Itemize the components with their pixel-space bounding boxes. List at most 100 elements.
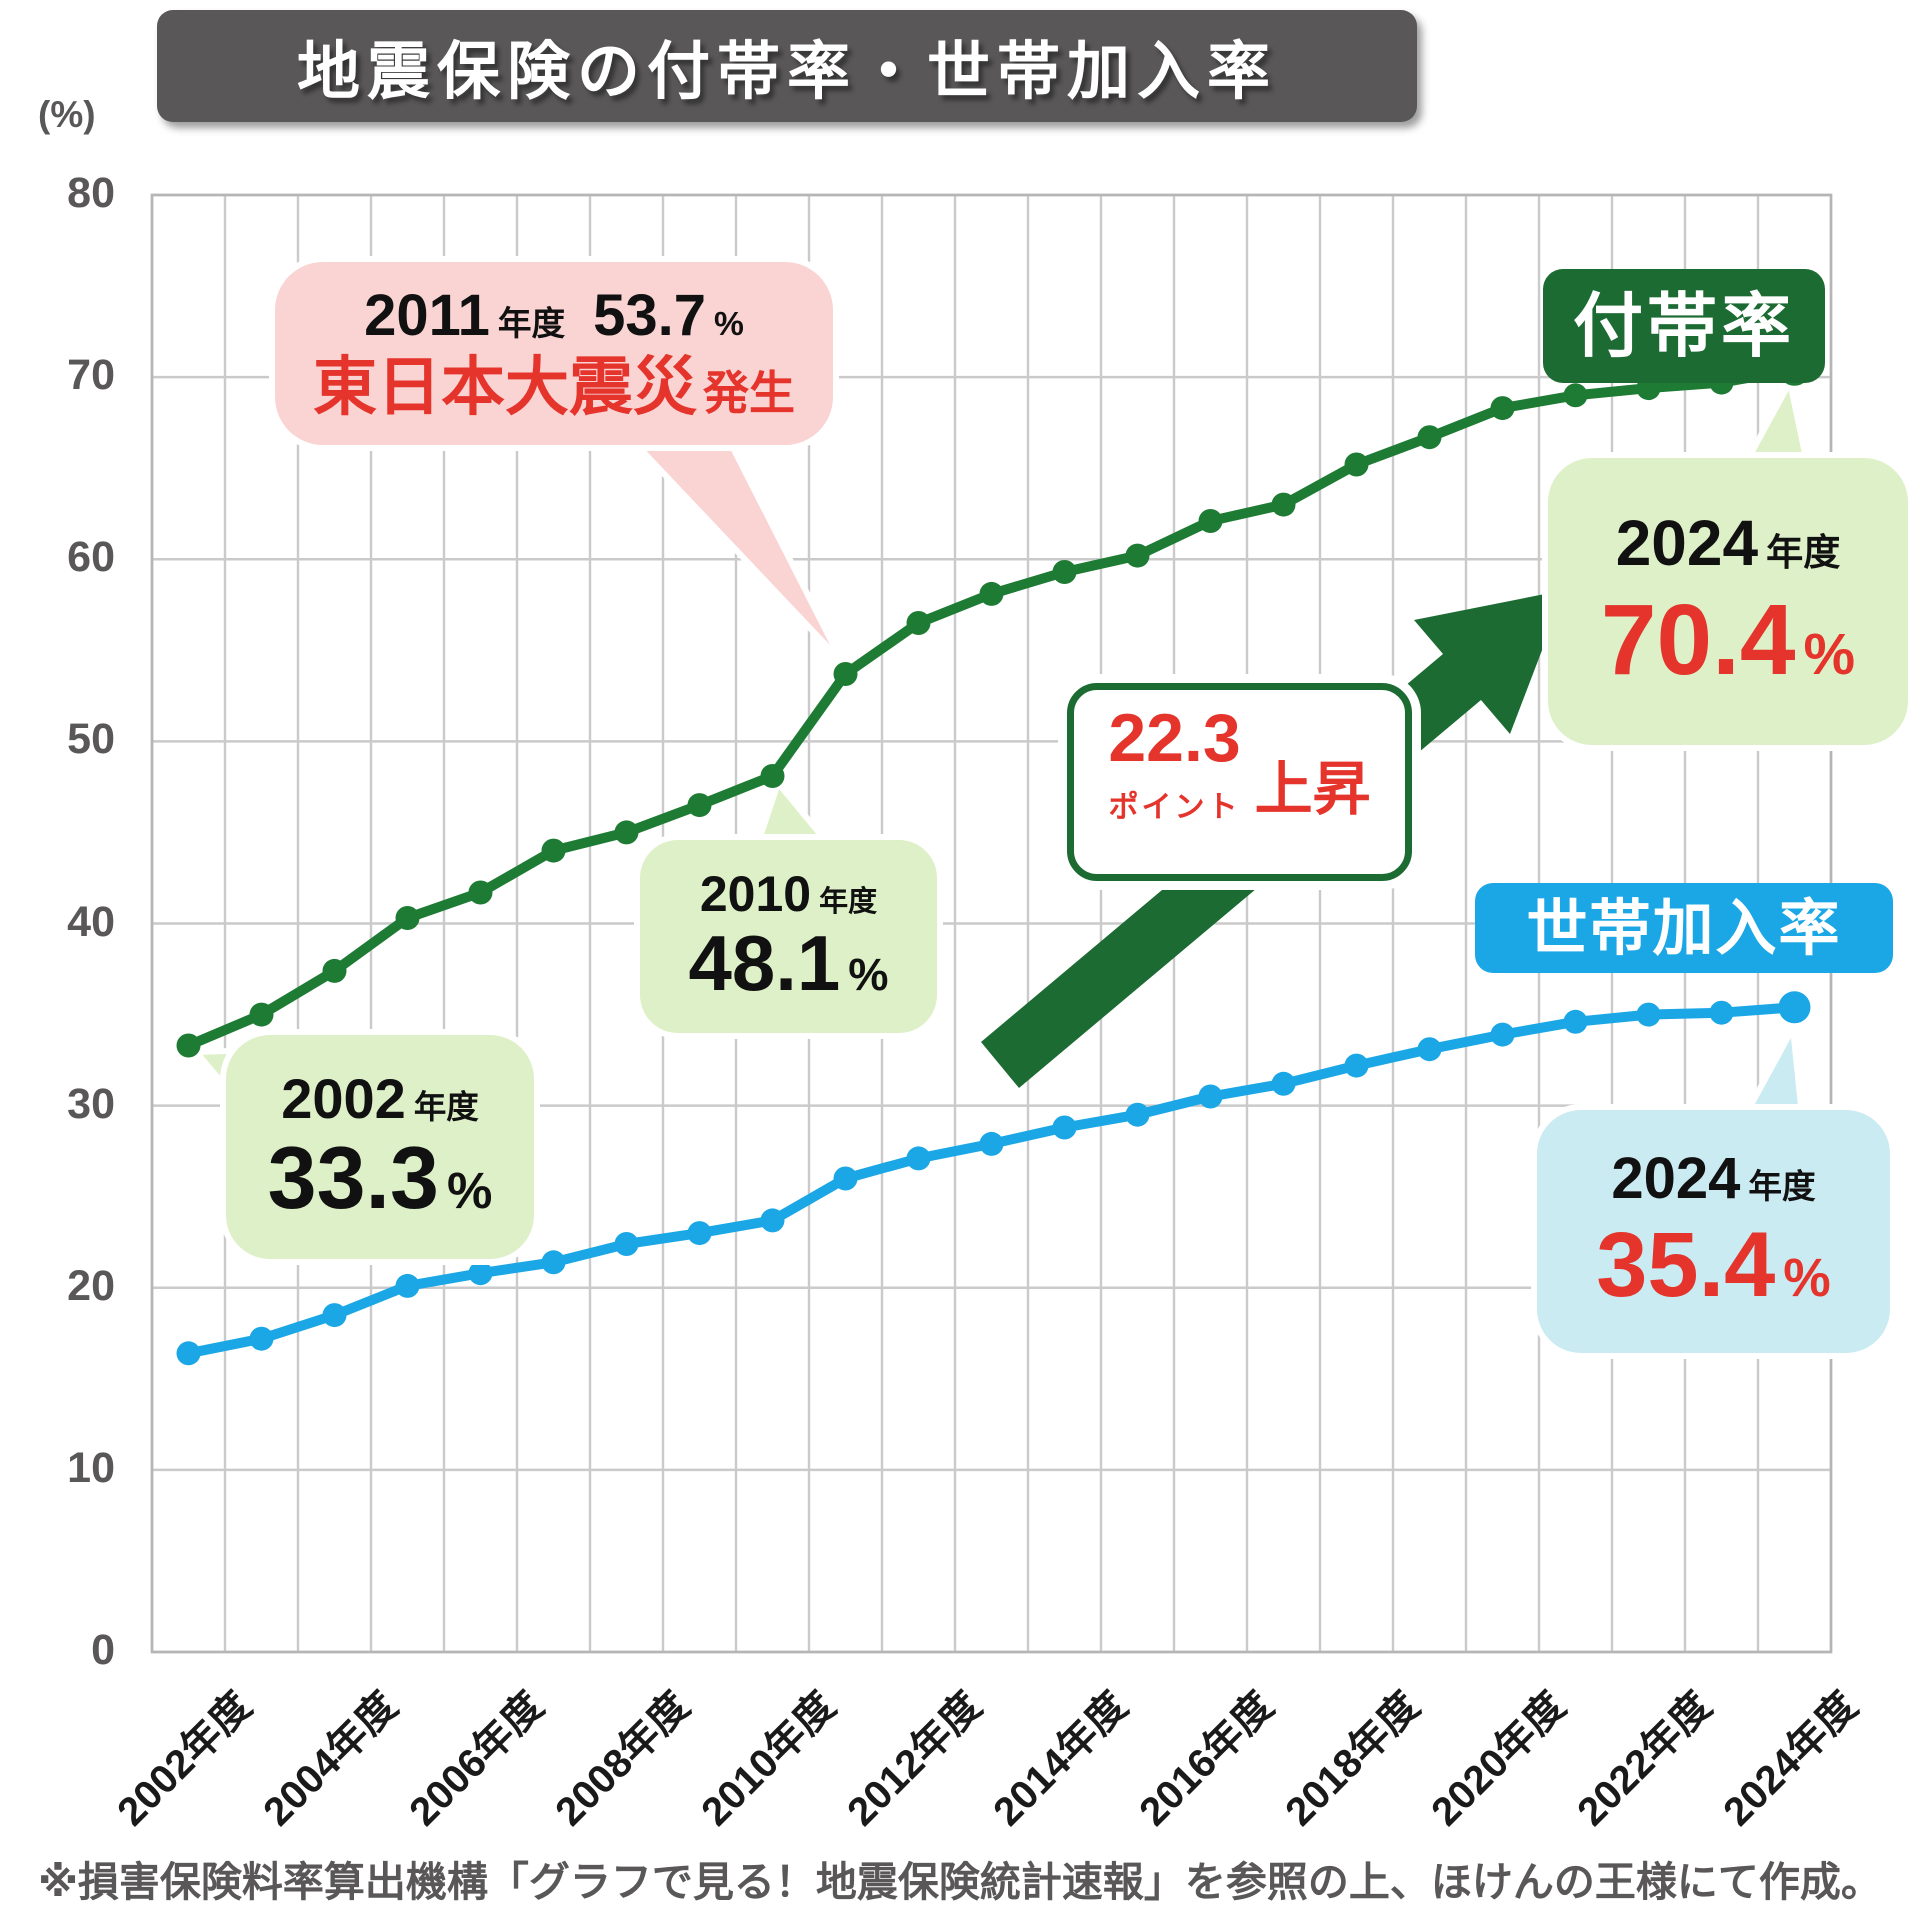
title-bar: 地震保険の付帯率・世帯加入率 (157, 10, 1417, 122)
y-tick-label-70: 70 (67, 351, 115, 400)
data-point-世帯加入率-2023 (1709, 1000, 1734, 1025)
data-point-世帯加入率-2003 (249, 1326, 274, 1351)
data-point-付帯率-2002 (176, 1033, 201, 1058)
annotation-futairitsu-2024-value: 70.4% (1601, 586, 1855, 694)
rise-value-text: 22.3 (1108, 700, 1241, 776)
data-point-世帯加入率-2006 (468, 1261, 493, 1286)
y-tick-label-50: 50 (67, 715, 115, 764)
data-point-付帯率-2003 (249, 1002, 274, 1027)
rise-label-text: 上昇 (1254, 757, 1371, 822)
era-text: 年度 (413, 1089, 479, 1126)
data-point-付帯率-2005 (395, 906, 420, 930)
y-tick-label-80: 80 (67, 169, 115, 217)
data-point-世帯加入率-2017 (1271, 1071, 1296, 1096)
annotation-rise-box: 22.3 ポイント 上昇 (1067, 683, 1412, 881)
y-tick-label-20: 20 (67, 1261, 115, 1310)
data-point-付帯率-2007 (541, 838, 566, 863)
percent-text: % (446, 1161, 493, 1219)
annotation-2010-year: 2010 年度 (700, 867, 877, 921)
annotation-futairitsu-2024-year: 2024 年度 (1615, 506, 1841, 579)
percent-text: % (1783, 1249, 1831, 1309)
annotation-setai-2024: 2024 年度 35.4% (1537, 1110, 1890, 1353)
annotation-2002: 2002 年度 33.3% (226, 1035, 534, 1259)
data-point-世帯加入率-2005 (395, 1273, 420, 1298)
data-point-世帯加入率-2022 (1636, 1002, 1661, 1027)
annotation-earthquake-line2: 東日本大震災 発生 (313, 353, 795, 422)
value-text: 53.7 (593, 282, 707, 348)
y-tick-label-40: 40 (67, 897, 115, 946)
data-point-付帯率-2019 (1417, 425, 1442, 450)
year-text: 2024 (1611, 1145, 1741, 1211)
y-axis-unit-label: (%) (38, 94, 96, 135)
annotation-setai-2024-value: 35.4% (1596, 1214, 1831, 1317)
value-text: 48.1 (688, 919, 841, 1008)
data-point-付帯率-2006 (468, 880, 493, 905)
value-text: 33.3 (267, 1127, 439, 1227)
rise-amount: 22.3 ポイント (1108, 704, 1240, 826)
annotation-2010: 2010 年度 48.1% (640, 840, 937, 1033)
data-point-付帯率-2008 (614, 820, 639, 845)
year-text: 2002 (281, 1067, 406, 1131)
value-text: 35.4 (1596, 1214, 1776, 1317)
page-title: 地震保険の付帯率・世帯加入率 (297, 36, 1277, 107)
data-point-付帯率-2017 (1271, 492, 1296, 517)
annotation-2002-value: 33.3% (268, 1130, 493, 1225)
year-text: 2010 (699, 866, 812, 923)
bubble-tail-futai-2024 (1737, 373, 1812, 471)
data-point-世帯加入率-2021 (1563, 1009, 1588, 1034)
event-suffix-text: 発生 (703, 367, 795, 420)
data-point-世帯加入率-2014 (1052, 1115, 1077, 1140)
data-point-付帯率-2021 (1563, 383, 1588, 408)
era-text: 年度 (1748, 1168, 1816, 1206)
data-point-付帯率-2012 (906, 611, 931, 635)
percent-text: % (714, 305, 744, 343)
data-point-世帯加入率-2008 (614, 1232, 639, 1256)
data-point-世帯加入率-2010 (760, 1208, 785, 1233)
era-text: 年度 (497, 305, 566, 343)
annotation-futairitsu-2024: 2024 年度 70.4% (1548, 458, 1908, 745)
percent-text: % (848, 949, 889, 1001)
event-text: 東日本大震災 (313, 351, 697, 424)
source-note: ※損害保険料率算出機構「グラフで見る！地震保険統計速報」を参照の上、ほけんの王様… (38, 1859, 1882, 1905)
y-tick-label-60: 60 (67, 533, 115, 582)
data-point-付帯率-2009 (687, 793, 712, 818)
data-point-世帯加入率-2024 (1778, 991, 1811, 1024)
data-point-付帯率-2010 (760, 764, 785, 788)
data-point-世帯加入率-2018 (1344, 1053, 1369, 1078)
annotation-earthquake-2011: 2011 年度 53.7% 東日本大震災 発生 (275, 262, 833, 445)
data-point-世帯加入率-2011 (833, 1166, 858, 1191)
era-text: 年度 (1766, 530, 1841, 573)
data-point-世帯加入率-2015 (1125, 1102, 1150, 1127)
percent-text: % (1803, 622, 1856, 688)
y-tick-label-0: 0 (91, 1626, 115, 1674)
series-tag-setai: 世帯加入率 (1475, 883, 1893, 973)
data-point-付帯率-2018 (1344, 452, 1369, 477)
annotation-setai-2024-year: 2024 年度 (1611, 1145, 1816, 1211)
year-text: 2011 (364, 282, 490, 348)
data-point-付帯率-2016 (1198, 509, 1223, 533)
data-point-付帯率-2014 (1052, 560, 1077, 584)
annotation-earthquake-line1: 2011 年度 53.7% (364, 282, 744, 348)
annotation-2010-value: 48.1% (688, 921, 888, 1005)
data-point-世帯加入率-2002 (176, 1341, 201, 1366)
data-point-付帯率-2004 (322, 958, 347, 983)
value-text: 70.4 (1600, 584, 1796, 697)
y-tick-label-30: 30 (67, 1079, 115, 1128)
data-point-付帯率-2013 (979, 581, 1004, 606)
bubble-tail-setai-2024 (1739, 1018, 1806, 1119)
rise-unit-text: ポイント (1108, 791, 1241, 824)
data-point-世帯加入率-2007 (541, 1250, 566, 1275)
data-point-世帯加入率-2012 (906, 1146, 931, 1171)
data-point-世帯加入率-2016 (1198, 1084, 1223, 1109)
data-point-世帯加入率-2013 (979, 1131, 1004, 1156)
year-text: 2024 (1615, 506, 1759, 579)
data-point-世帯加入率-2020 (1490, 1022, 1515, 1047)
series-tag-futairitsu: 付帯率 (1543, 269, 1825, 383)
annotation-2002-year: 2002 年度 (281, 1069, 479, 1129)
data-point-付帯率-2020 (1490, 396, 1515, 421)
data-point-付帯率-2015 (1125, 543, 1150, 568)
data-point-世帯加入率-2004 (322, 1303, 347, 1328)
data-point-世帯加入率-2009 (687, 1221, 712, 1246)
data-point-付帯率-2011 (833, 662, 858, 686)
